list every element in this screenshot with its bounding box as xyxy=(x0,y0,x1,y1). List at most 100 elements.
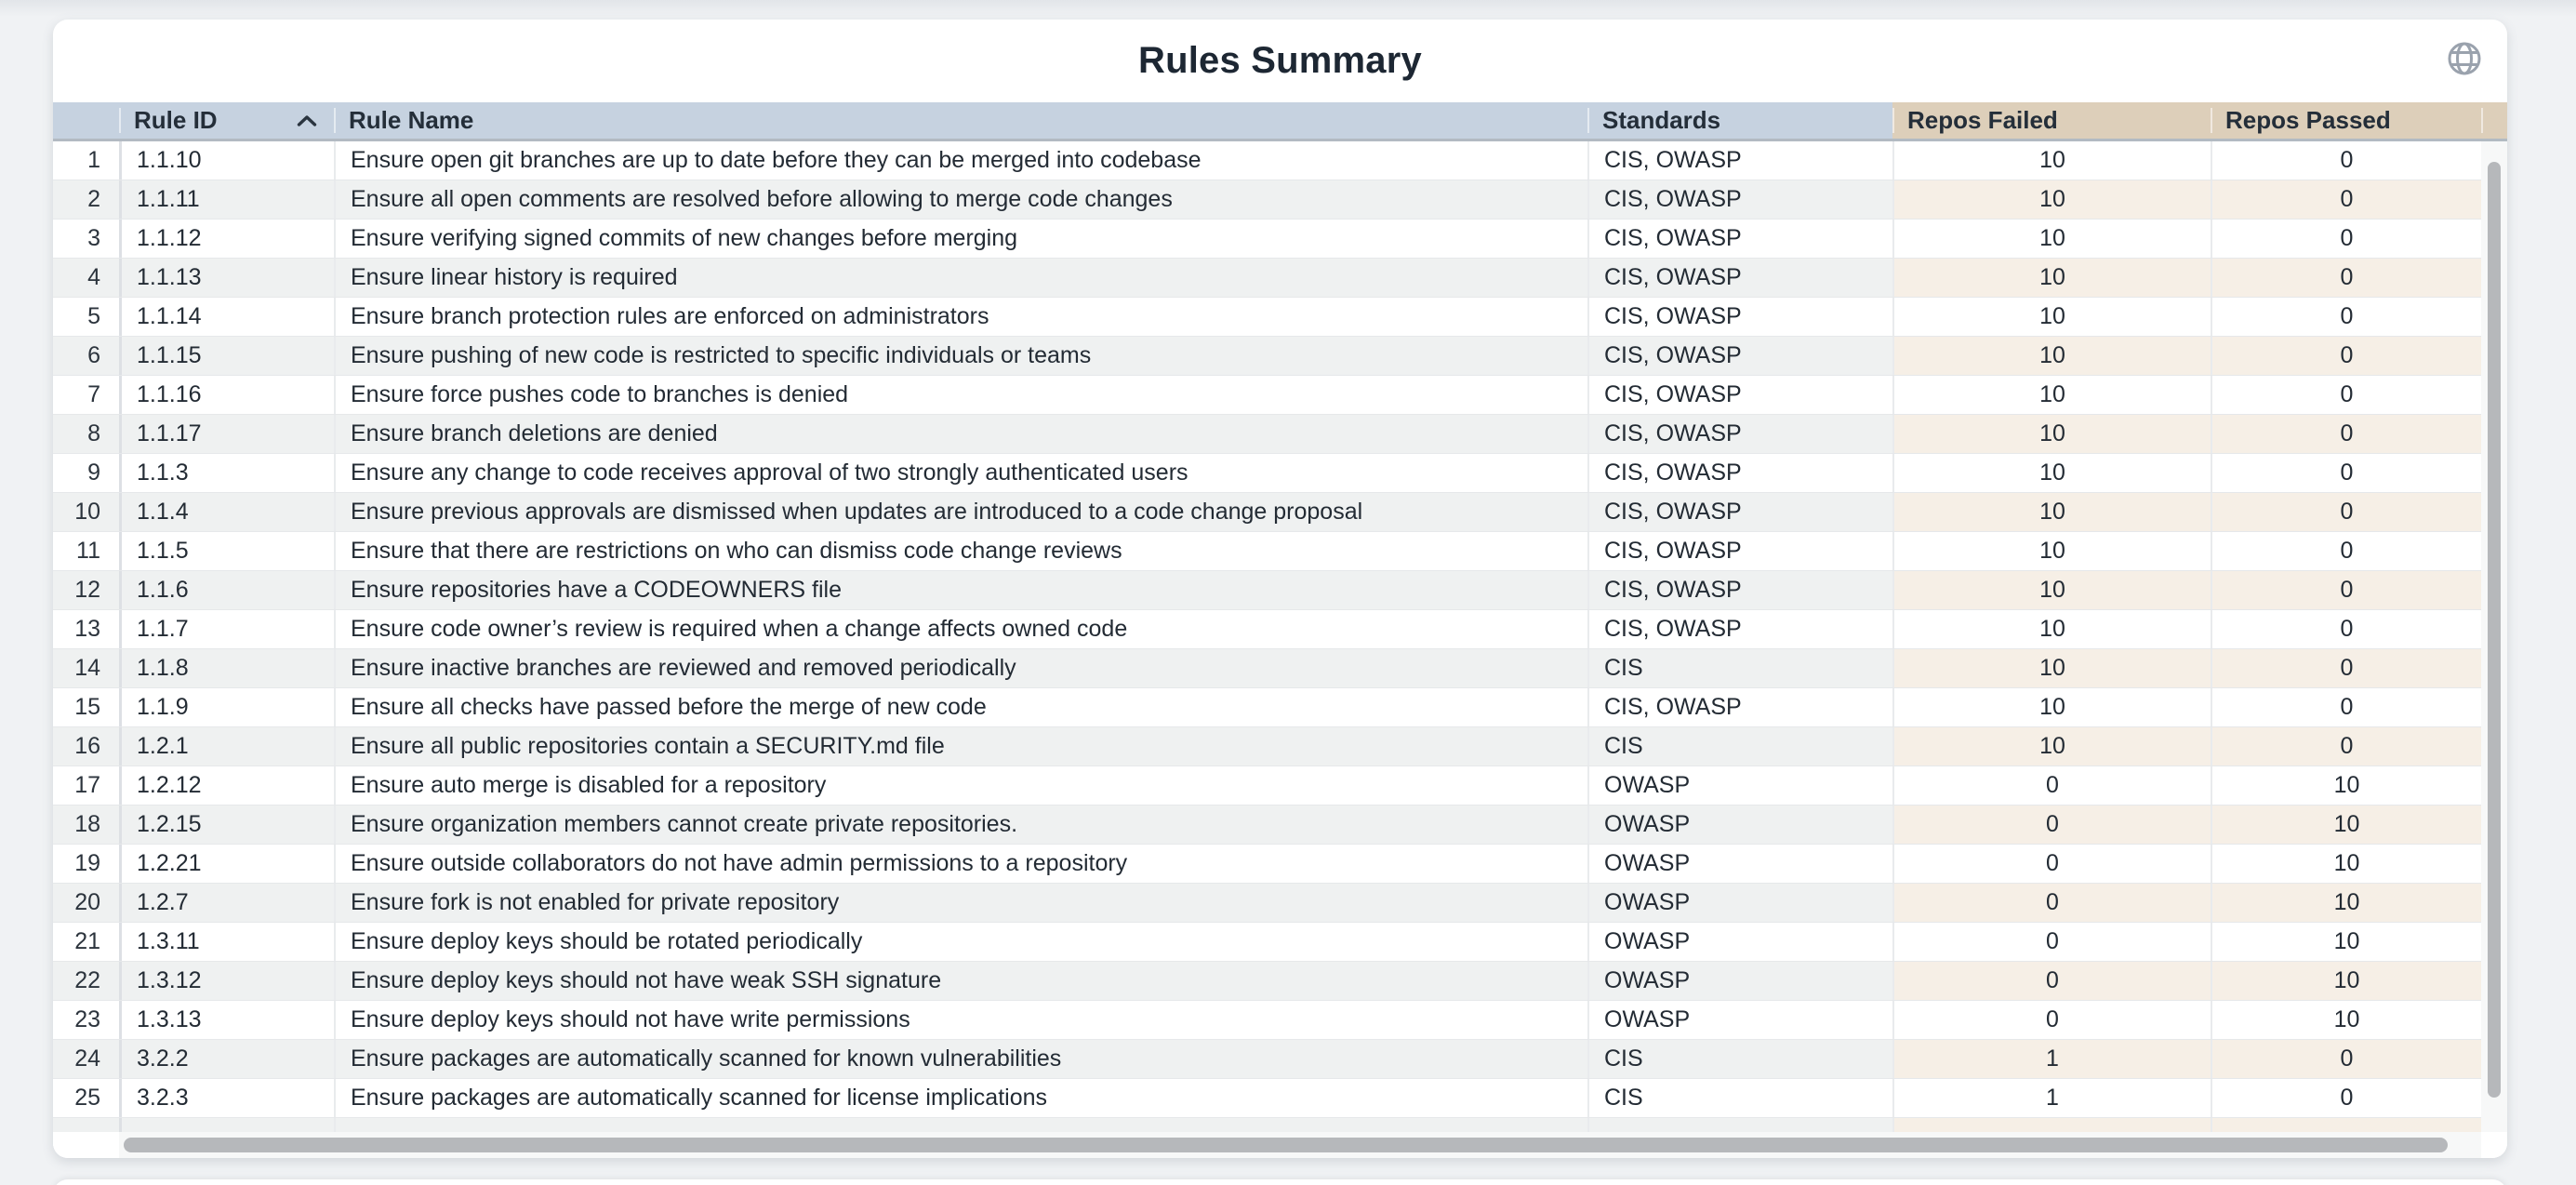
cell-standards: CIS, OWASP xyxy=(1587,532,1892,570)
cell-repos-failed: 10 xyxy=(1892,727,2211,766)
cell-row-number: 19 xyxy=(74,850,100,876)
cell-repos-failed: 10 xyxy=(1892,415,2211,453)
cell-repos-failed: 0 xyxy=(1892,845,2211,883)
table-row[interactable]: 4 1.1.13 Ensure linear history is requir… xyxy=(53,259,2507,298)
table-row[interactable]: 2 1.1.11 Ensure all open comments are re… xyxy=(53,180,2507,220)
cell-row-number: 25 xyxy=(74,1085,100,1111)
cell-rule-name: Ensure pushing of new code is restricted… xyxy=(334,337,1587,375)
globe-icon xyxy=(2446,40,2483,77)
sort-ascending-icon xyxy=(297,114,317,126)
column-header-standards[interactable]: Standards xyxy=(1587,102,1892,139)
cell-standards: OWASP xyxy=(1587,923,1892,961)
cell-rule-id: 1.1.14 xyxy=(119,298,334,336)
table-row[interactable]: 5 1.1.14 Ensure branch protection rules … xyxy=(53,298,2507,337)
table-row[interactable]: 15 1.1.9 Ensure all checks have passed b… xyxy=(53,688,2507,727)
cell-rule-name: Ensure packages are automatically scanne… xyxy=(334,1079,1587,1117)
hscroll-left-spacer xyxy=(53,1132,119,1158)
table-row[interactable]: 22 1.3.12 Ensure deploy keys should not … xyxy=(53,962,2507,1001)
cell-rule-name: Ensure auto merge is disabled for a repo… xyxy=(334,766,1587,805)
cell-repos-failed: 1 xyxy=(1892,1079,2211,1117)
cell-rule-id: 1.3.11 xyxy=(119,923,334,961)
table-row[interactable]: 8 1.1.17 Ensure branch deletions are den… xyxy=(53,415,2507,454)
table-row[interactable]: 25 3.2.3 Ensure packages are automatical… xyxy=(53,1079,2507,1118)
cell-rule-name: Ensure all checks have passed before the… xyxy=(334,688,1587,726)
cell-repos-failed: 0 xyxy=(1892,806,2211,844)
table-row[interactable]: 20 1.2.7 Ensure fork is not enabled for … xyxy=(53,884,2507,923)
cell-row-number: 7 xyxy=(87,381,100,407)
cell-rule-name: Ensure deploy keys should not have write… xyxy=(334,1001,1587,1039)
cell-row-number: 8 xyxy=(53,415,119,453)
column-header-repos-failed[interactable]: Repos Failed xyxy=(1892,102,2211,139)
table-row[interactable]: 6 1.1.15 Ensure pushing of new code is r… xyxy=(53,337,2507,376)
table-row[interactable]: 11 1.1.5 Ensure that there are restricti… xyxy=(53,532,2507,571)
table-row[interactable]: 23 1.3.13 Ensure deploy keys should not … xyxy=(53,1001,2507,1040)
horizontal-scrollbar[interactable] xyxy=(119,1132,2481,1158)
table-row[interactable]: 13 1.1.7 Ensure code owner’s review is r… xyxy=(53,610,2507,649)
cell-repos-failed: 1 xyxy=(1892,1040,2211,1078)
cell-rule-id: 1.2.12 xyxy=(119,766,334,805)
cell-row-number: 18 xyxy=(53,806,119,844)
cell-rule-id: 1.1.9 xyxy=(119,688,334,726)
table-row[interactable]: 16 1.2.1 Ensure all public repositories … xyxy=(53,727,2507,766)
cell-repos-passed: 10 xyxy=(2211,923,2481,961)
cell-repos-failed: 10 xyxy=(1892,532,2211,570)
column-header-rule-id[interactable]: Rule ID xyxy=(119,102,334,139)
table-row[interactable]: 17 1.2.12 Ensure auto merge is disabled … xyxy=(53,766,2507,806)
cell-rule-id: 1.1.17 xyxy=(119,415,334,453)
cell-row-number: 13 xyxy=(74,616,100,642)
table-row[interactable]: 9 1.1.3 Ensure any change to code receiv… xyxy=(53,454,2507,493)
table-row[interactable]: 14 1.1.8 Ensure inactive branches are re… xyxy=(53,649,2507,688)
cell-rule-name: Ensure open git branches are up to date … xyxy=(334,141,1587,180)
vertical-scrollbar[interactable] xyxy=(2481,141,2507,1132)
cell-rule-name: Ensure deploy keys should be rotated per… xyxy=(334,923,1587,961)
cell-repos-failed: 10 xyxy=(1892,220,2211,258)
cell-rule-id: 1.1.10 xyxy=(119,141,334,180)
cell-rule-name: Ensure previous approvals are dismissed … xyxy=(334,493,1587,531)
cell-repos-passed: 0 xyxy=(2211,298,2481,336)
top-card-shadow xyxy=(0,0,2576,17)
cell-rule-id: 1.1.15 xyxy=(119,337,334,375)
table-row[interactable]: 24 3.2.2 Ensure packages are automatical… xyxy=(53,1040,2507,1079)
table-row[interactable]: 18 1.2.15 Ensure organization members ca… xyxy=(53,806,2507,845)
cell-repos-passed: 0 xyxy=(2211,1040,2481,1078)
cell-standards: CIS, OWASP xyxy=(1587,376,1892,414)
cell-rule-name: Ensure organization members cannot creat… xyxy=(334,806,1587,844)
table-row[interactable]: 10 1.1.4 Ensure previous approvals are d… xyxy=(53,493,2507,532)
cell-standards: OWASP xyxy=(1587,806,1892,844)
cell-row-number: 17 xyxy=(74,772,100,798)
column-header-repos-passed[interactable]: Repos Passed xyxy=(2211,102,2481,139)
table-row[interactable]: 21 1.3.11 Ensure deploy keys should be r… xyxy=(53,923,2507,962)
table-body: 1 1.1.10 Ensure open git branches are up… xyxy=(53,141,2507,1132)
cell-standards: CIS, OWASP xyxy=(1587,688,1892,726)
vertical-scrollbar-thumb[interactable] xyxy=(2488,162,2501,1098)
cell-rule-name: Ensure verifying signed commits of new c… xyxy=(334,220,1587,258)
cell-rule-id: 1.1.3 xyxy=(119,454,334,492)
cell-repos-passed: 0 xyxy=(2211,688,2481,726)
cell-rule-id: 3.2.2 xyxy=(119,1040,334,1078)
cell-repos-failed: 10 xyxy=(1892,649,2211,687)
table-row[interactable]: 7 1.1.16 Ensure force pushes code to bra… xyxy=(53,376,2507,415)
cell-standards: OWASP xyxy=(1587,845,1892,883)
cell-row-number: 22 xyxy=(53,962,119,1000)
table-row[interactable]: 3 1.1.12 Ensure verifying signed commits… xyxy=(53,220,2507,259)
cell-repos-failed: 0 xyxy=(1892,884,2211,922)
cell-repos-failed: 10 xyxy=(1892,180,2211,219)
cell-repos-failed: 10 xyxy=(1892,493,2211,531)
cell-row-number: 5 xyxy=(87,303,100,329)
cell-repos-passed xyxy=(2211,1118,2481,1132)
table-row[interactable]: 1 1.1.10 Ensure open git branches are up… xyxy=(53,141,2507,180)
cell-row-number: 12 xyxy=(53,571,119,609)
column-header-rule-name[interactable]: Rule Name xyxy=(334,102,1587,139)
cell-rule-id: 1.2.1 xyxy=(119,727,334,766)
partial-row xyxy=(53,1118,2507,1132)
table-row[interactable]: 12 1.1.6 Ensure repositories have a CODE… xyxy=(53,571,2507,610)
globe-button[interactable] xyxy=(2445,39,2484,78)
cell-repos-failed: 10 xyxy=(1892,337,2211,375)
cell-row-number: 14 xyxy=(53,649,119,687)
cell-standards: CIS, OWASP xyxy=(1587,493,1892,531)
cell-repos-failed: 0 xyxy=(1892,766,2211,805)
cell-row-number: 6 xyxy=(53,337,119,375)
table-row[interactable]: 19 1.2.21 Ensure outside collaborators d… xyxy=(53,845,2507,884)
horizontal-scrollbar-thumb[interactable] xyxy=(124,1138,2448,1152)
cell-repos-failed: 10 xyxy=(1892,141,2211,180)
